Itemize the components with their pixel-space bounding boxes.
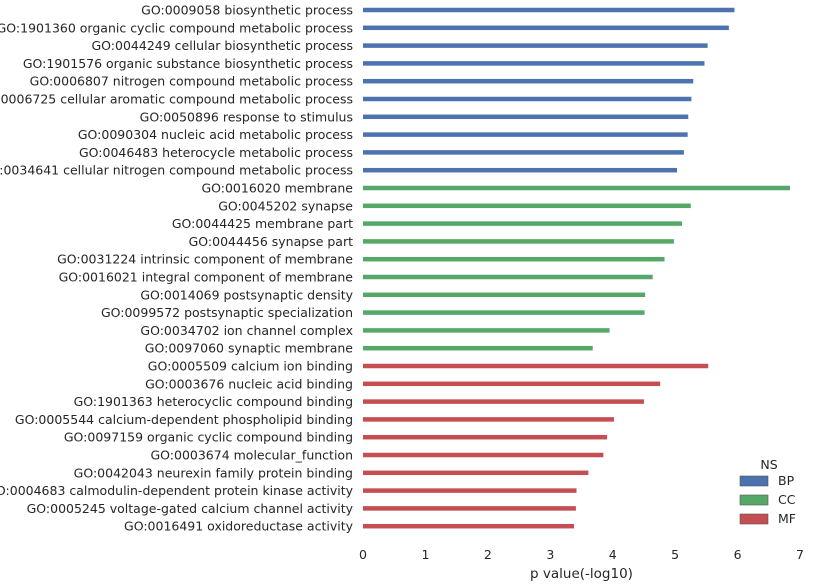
category-label-go-0044456: GO:0044456 synapse part	[189, 234, 353, 249]
category-label-go-0005544: GO:0005544 calcium-dependent phospholipi…	[15, 412, 353, 427]
bar-mf-go-0042043	[363, 470, 589, 476]
category-label-go-0003674: GO:0003674 molecular_function	[150, 448, 353, 463]
legend-label-mf: MF	[778, 511, 796, 526]
x-tick-label-0: 0	[359, 547, 367, 562]
x-axis-label: p value(-log10)	[530, 566, 633, 582]
category-label-go-0099572: GO:0099572 postsynaptic specialization	[101, 305, 353, 320]
x-tick-label-5: 5	[671, 547, 679, 562]
bar-cc-go-0044456	[363, 239, 674, 244]
legend-swatch-mf	[739, 513, 769, 525]
x-tick-label-6: 6	[734, 547, 742, 562]
bar-bp-go-0006725	[363, 96, 692, 102]
category-label-go-0031224: GO:0031224 intrinsic component of membra…	[57, 252, 353, 267]
bar-bp-go-1901360	[363, 25, 729, 31]
category-label-go-0003676: GO:0003676 nucleic acid binding	[145, 376, 353, 391]
bar-cc-go-0034702	[363, 328, 610, 333]
category-label-go-0006807: GO:0006807 nitrogen compound metabolic p…	[30, 74, 353, 89]
legend-title: NS	[760, 457, 777, 472]
category-label-go-0045202: GO:0045202 synapse	[218, 198, 353, 213]
legend-swatch-cc	[739, 494, 769, 506]
category-label-go-1901576: GO:1901576 organic substance biosyntheti…	[23, 56, 353, 71]
category-label-go-0009058: GO:0009058 biosynthetic process	[141, 3, 353, 18]
bar-bp-go-0034641	[363, 167, 678, 173]
category-label-go-1901360: GO:1901360 organic cyclic compound metab…	[0, 20, 353, 35]
category-label-go-1901363: GO:1901363 heterocyclic compound binding	[74, 394, 353, 409]
bar-mf-go-1901363	[363, 399, 644, 404]
category-label-go-0016020: GO:0016020 membrane	[201, 181, 353, 196]
bar-cc-go-0045202	[363, 203, 691, 209]
category-label-go-0005245: GO:0005245 voltage-gated calcium channel…	[27, 501, 354, 516]
legend: NS BP CC MF	[739, 457, 796, 526]
bar-mf-go-0005245	[363, 506, 576, 511]
bar-cc-go-0031224	[363, 256, 665, 262]
bar-cc-go-0097060	[363, 345, 593, 351]
category-labels: GO:0009058 biosynthetic process GO:190136…	[0, 3, 354, 534]
category-label-go-0016021: GO:0016021 integral component of membran…	[59, 270, 354, 285]
category-label-go-0016491: GO:0016491 oxidoreductase activity	[124, 519, 354, 534]
category-label-go-0044249: GO:0044249 cellular biosynthetic process	[92, 38, 354, 53]
bars	[363, 7, 791, 529]
category-label-go-0090304: GO:0090304 nucleic acid metabolic proces…	[78, 127, 353, 142]
bar-mf-go-0005509	[363, 363, 709, 369]
bar-cc-go-0016021	[363, 274, 653, 280]
bar-bp-go-0046483	[363, 150, 684, 155]
x-axis: 0 1 2 3 4 5 6 7	[359, 547, 804, 562]
category-label-go-0004683: GO:0004683 calmodulin-dependent protein …	[0, 483, 354, 498]
category-label-go-0097159: GO:0097159 organic cyclic compound bindi…	[64, 430, 353, 445]
bar-bp-go-0009058	[363, 7, 735, 13]
x-tick-label-7: 7	[796, 547, 804, 562]
x-tick-label-4: 4	[609, 547, 617, 562]
category-label-go-0046483: GO:0046483 heterocycle metabolic process	[79, 145, 353, 160]
bar-mf-go-0005544	[363, 417, 614, 422]
bar-cc-go-0016020	[363, 185, 791, 191]
x-tick-label-2: 2	[484, 547, 492, 562]
bar-bp-go-0044249	[363, 43, 708, 48]
x-tick-label-1: 1	[421, 547, 429, 562]
bar-mf-go-0097159	[363, 434, 608, 440]
category-label-go-0097060: GO:0097060 synaptic membrane	[145, 341, 354, 356]
bar-mf-go-0003676	[363, 381, 661, 387]
bar-cc-go-0099572	[363, 310, 645, 315]
category-label-go-0034702: GO:0034702 ion channel complex	[140, 323, 353, 338]
bar-cc-go-0044425	[363, 221, 683, 226]
legend-swatch-bp	[739, 475, 769, 487]
category-label-go-0050896: GO:0050896 response to stimulus	[140, 109, 353, 124]
bar-bp-go-0050896	[363, 114, 689, 120]
legend-label-cc: CC	[778, 492, 796, 507]
category-label-go-0044425: GO:0044425 membrane part	[172, 216, 353, 231]
category-label-go-0006725: GO:0006725 cellular aromatic compound me…	[0, 92, 353, 107]
bar-mf-go-0003674	[363, 452, 604, 458]
legend-label-bp: BP	[778, 473, 795, 488]
bar-bp-go-0006807	[363, 78, 694, 84]
bar-cc-go-0014069	[363, 292, 646, 298]
bar-bp-go-0090304	[363, 132, 688, 137]
bar-mf-go-0004683	[363, 488, 577, 493]
category-label-go-0005509: GO:0005509 calcium ion binding	[148, 359, 353, 374]
bar-mf-go-0016491	[363, 523, 575, 529]
bar-bp-go-1901576	[363, 61, 705, 66]
x-tick-label-3: 3	[546, 547, 554, 562]
category-label-go-0042043: GO:0042043 neurexin family protein bindi…	[74, 465, 353, 480]
category-label-go-0014069: GO:0014069 postsynaptic density	[140, 287, 353, 302]
category-label-go-0034641: GO:0034641 cellular nitrogen compound me…	[0, 163, 353, 178]
